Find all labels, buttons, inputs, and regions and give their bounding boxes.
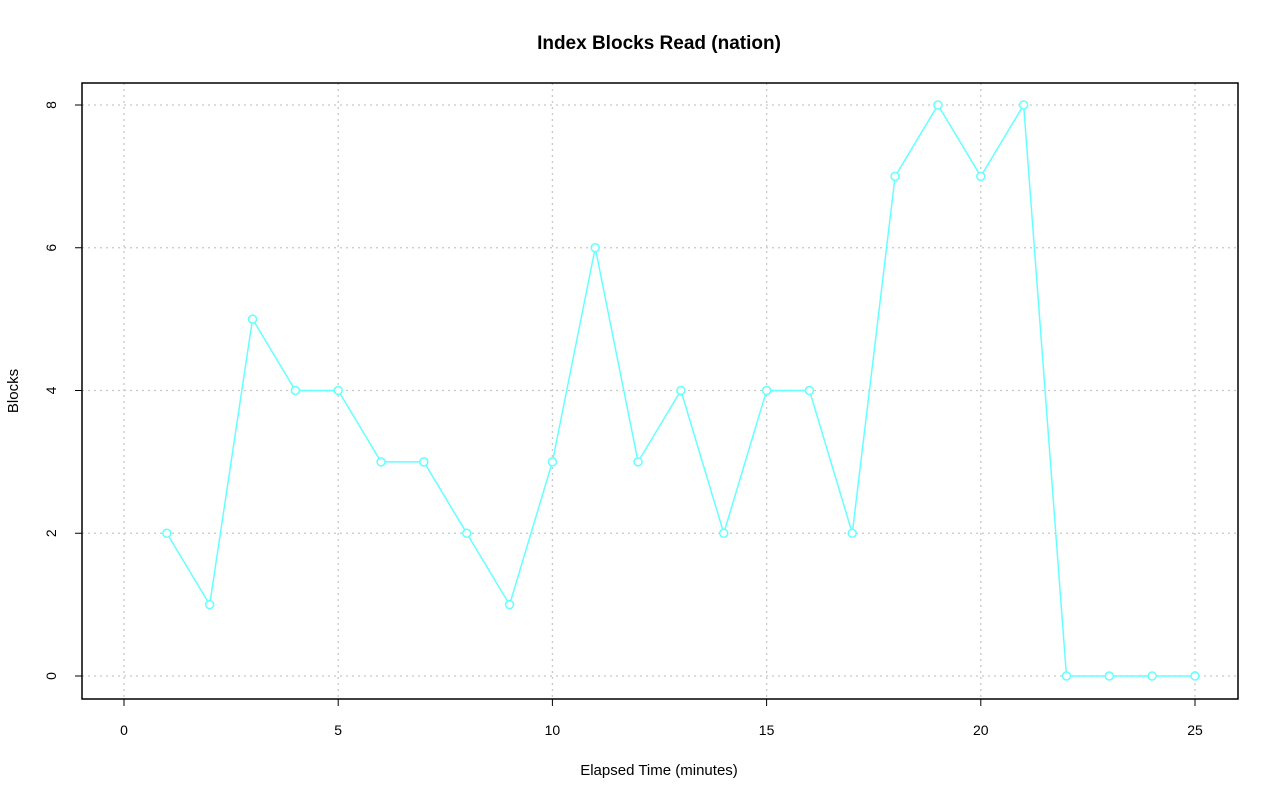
data-point xyxy=(804,385,815,396)
data-point xyxy=(204,599,215,610)
data-point xyxy=(461,528,472,538)
x-axis: 0 5 10 15 20 25 xyxy=(120,698,1203,738)
y-tick-label: 4 xyxy=(43,386,59,394)
data-point xyxy=(676,385,686,396)
y-axis-label: Blocks xyxy=(5,369,22,413)
x-tick-label: 25 xyxy=(1187,722,1203,738)
y-tick-label: 0 xyxy=(43,672,59,680)
data-point xyxy=(1104,671,1115,681)
x-tick-label: 0 xyxy=(120,722,128,738)
data-point xyxy=(890,171,900,182)
data-point xyxy=(419,457,429,467)
data-point xyxy=(719,528,729,538)
x-tick-label: 10 xyxy=(545,722,561,738)
data-point xyxy=(1018,100,1029,110)
data-point xyxy=(1061,671,1072,681)
data-point xyxy=(633,457,643,467)
x-axis-label: Elapsed Time (minutes) xyxy=(580,762,738,779)
y-tick-label: 2 xyxy=(43,529,59,537)
data-point xyxy=(1190,671,1200,681)
data-point xyxy=(290,385,301,396)
x-tick-label: 20 xyxy=(973,722,989,738)
y-tick-label: 8 xyxy=(43,101,59,109)
x-tick-label: 15 xyxy=(759,722,775,738)
data-point xyxy=(504,599,515,610)
series-layer xyxy=(162,100,1200,681)
data-point xyxy=(933,100,943,110)
data-point xyxy=(847,528,858,538)
data-point xyxy=(547,457,558,467)
y-axis: 0 2 4 6 8 xyxy=(43,101,83,680)
data-point xyxy=(333,385,343,396)
data-point xyxy=(247,314,258,324)
x-tick-label: 5 xyxy=(334,722,342,738)
data-point xyxy=(376,457,386,467)
chart-title: Index Blocks Read (nation) xyxy=(537,33,781,54)
data-point xyxy=(590,243,600,253)
grid xyxy=(82,83,1238,699)
data-point xyxy=(976,171,986,182)
data-point xyxy=(162,528,172,538)
y-tick-label: 6 xyxy=(43,244,59,252)
data-point xyxy=(1147,671,1157,681)
plot-frame xyxy=(81,82,1239,700)
data-point xyxy=(761,385,772,396)
